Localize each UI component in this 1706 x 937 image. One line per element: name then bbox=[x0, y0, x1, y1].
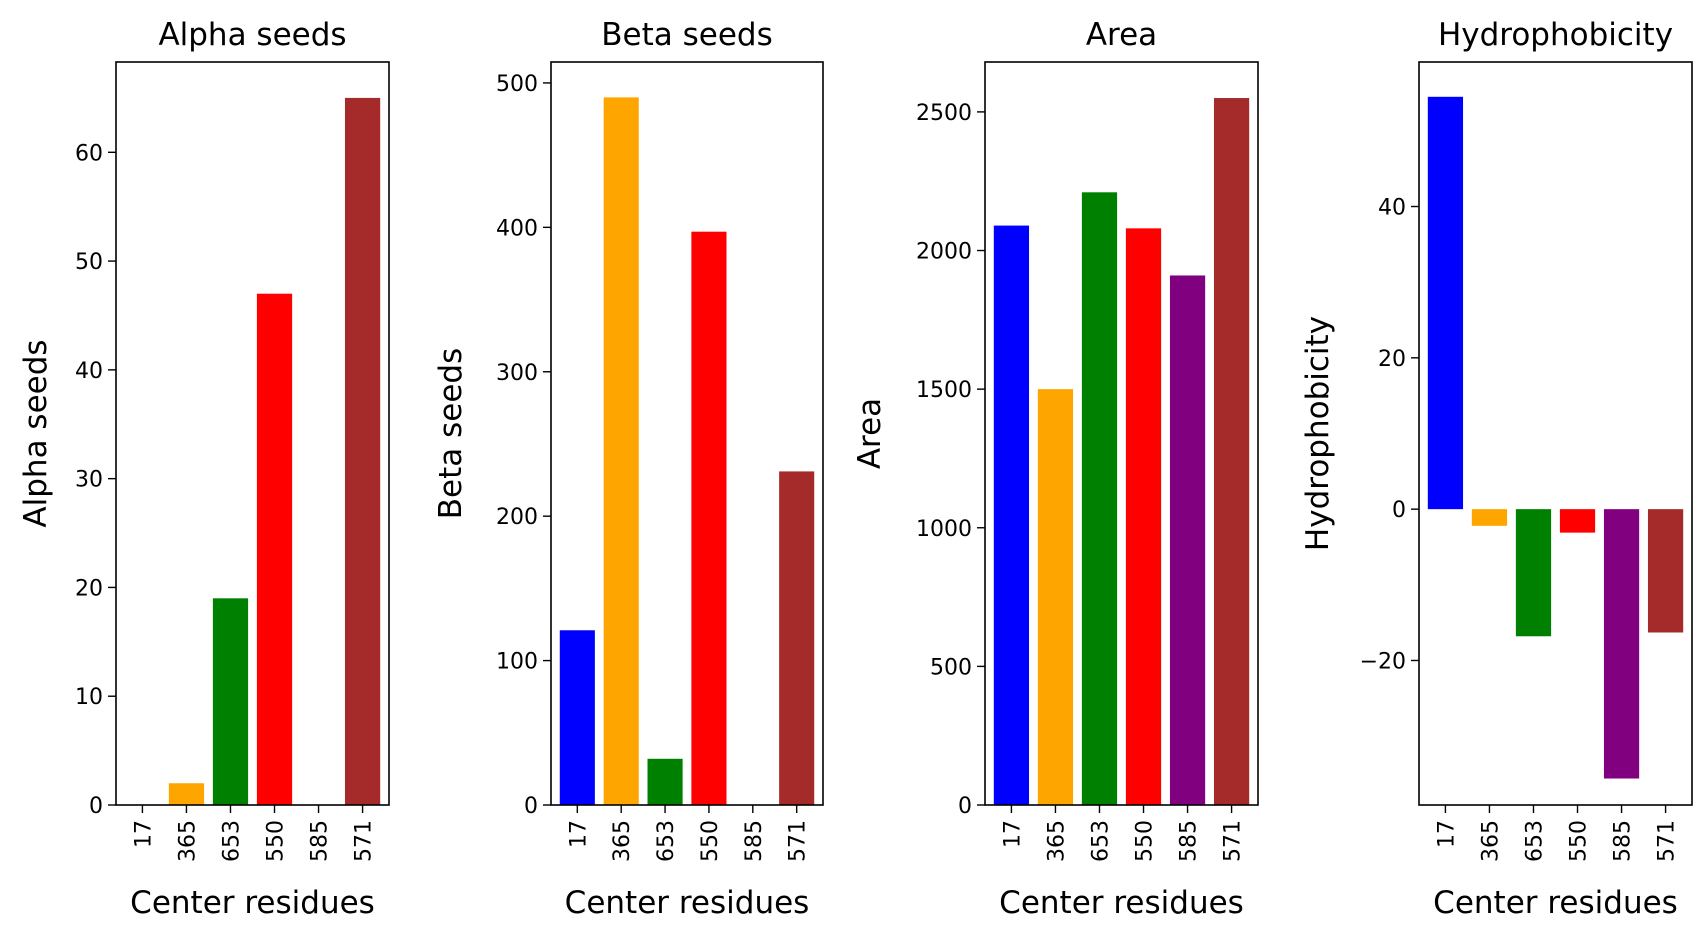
y-tick-label: 20 bbox=[1378, 347, 1406, 372]
x-axis-label: Center residues bbox=[130, 885, 375, 921]
x-tick-label: 585 bbox=[308, 820, 333, 862]
subplot-title: Beta seeds bbox=[601, 17, 772, 53]
y-tick-label: 500 bbox=[496, 72, 538, 97]
x-tick-label: 550 bbox=[264, 820, 289, 862]
x-tick-label: 653 bbox=[1088, 820, 1113, 862]
x-tick-label: 550 bbox=[1567, 820, 1592, 862]
y-axis-label: Hydrophobicity bbox=[1300, 316, 1336, 551]
bar-653 bbox=[212, 598, 249, 805]
bar-17 bbox=[993, 225, 1030, 805]
y-tick-label: 100 bbox=[496, 650, 538, 675]
bar-585 bbox=[1169, 275, 1206, 806]
bar-550 bbox=[1125, 228, 1162, 806]
subplot-3: 0 500 1000 1500 2000 2500 17 365 653 550 585 571 Are… bbox=[852, 17, 1259, 921]
y-tick-label: 40 bbox=[75, 359, 103, 384]
x-tick-label: 571 bbox=[1655, 820, 1680, 862]
bar-365 bbox=[168, 783, 205, 805]
bar-653 bbox=[647, 758, 683, 805]
plot-frame bbox=[115, 61, 390, 806]
x-tick-label: 571 bbox=[786, 820, 811, 862]
plot-frame bbox=[1418, 61, 1693, 806]
bar-571 bbox=[344, 97, 381, 805]
x-tick-label: 653 bbox=[654, 820, 679, 862]
y-axis-label: Area bbox=[852, 398, 888, 469]
y-tick-label: 40 bbox=[1378, 196, 1406, 221]
subplot-4: −20 0 20 40 17 365 653 550 585 571 Hydrophobicity C… bbox=[1300, 17, 1693, 921]
bar-571 bbox=[779, 471, 815, 805]
y-tick-label: 2000 bbox=[916, 240, 972, 265]
x-axis-label: Center residues bbox=[565, 885, 810, 921]
y-axis-label: Alpha seeds bbox=[18, 339, 54, 527]
x-tick-label: 585 bbox=[1177, 820, 1202, 862]
x-tick-label: 365 bbox=[1044, 820, 1069, 862]
bar-550 bbox=[1559, 509, 1596, 533]
subplot-title: Hydrophobicity bbox=[1438, 17, 1673, 53]
x-tick-label: 550 bbox=[698, 820, 723, 862]
subplot-title: Area bbox=[1086, 17, 1157, 53]
y-tick-label: 500 bbox=[930, 655, 972, 680]
y-tick-label: 2500 bbox=[916, 101, 972, 126]
y-tick-label: 20 bbox=[75, 576, 103, 601]
y-tick-label: 1000 bbox=[916, 517, 972, 542]
bar-17 bbox=[1427, 96, 1464, 510]
y-tick-label: 400 bbox=[496, 216, 538, 241]
x-tick-label: 365 bbox=[610, 820, 635, 862]
bar-550 bbox=[256, 293, 293, 805]
bar-365 bbox=[603, 97, 639, 805]
y-axis-label: Beta seeds bbox=[433, 348, 469, 519]
x-tick-label: 365 bbox=[1478, 820, 1503, 862]
x-tick-label: 17 bbox=[1434, 820, 1459, 848]
y-tick-label: 0 bbox=[524, 794, 538, 819]
y-tick-label: 1500 bbox=[916, 378, 972, 403]
x-tick-label: 571 bbox=[1221, 820, 1246, 862]
y-tick-label: 50 bbox=[75, 250, 103, 275]
bar-585 bbox=[1603, 509, 1640, 779]
y-tick-label: −20 bbox=[1360, 649, 1406, 674]
bar-17 bbox=[559, 630, 595, 805]
y-tick-label: 0 bbox=[1392, 498, 1406, 523]
plot-frame bbox=[550, 61, 824, 806]
x-tick-label: 653 bbox=[219, 820, 244, 862]
subplot-title: Alpha seeds bbox=[158, 17, 346, 53]
x-tick-label: 571 bbox=[352, 820, 377, 862]
bar-653 bbox=[1515, 509, 1552, 637]
bar-653 bbox=[1081, 192, 1118, 806]
x-tick-label: 365 bbox=[175, 820, 200, 862]
y-tick-label: 0 bbox=[958, 794, 972, 819]
bar-365 bbox=[1471, 509, 1508, 526]
x-tick-label: 653 bbox=[1522, 820, 1547, 862]
x-axis-label: Center residues bbox=[1433, 885, 1678, 921]
bar-550 bbox=[691, 231, 727, 805]
bar-571 bbox=[1213, 98, 1250, 806]
x-axis-label: Center residues bbox=[999, 885, 1244, 921]
x-tick-label: 550 bbox=[1133, 820, 1158, 862]
bar-571 bbox=[1647, 509, 1684, 633]
y-tick-label: 30 bbox=[75, 468, 103, 493]
x-tick-label: 17 bbox=[131, 820, 156, 848]
subplot-2: 0 100 200 300 400 500 17 365 653 550 585 571 Beta se… bbox=[433, 17, 824, 921]
y-tick-label: 0 bbox=[89, 794, 103, 819]
subplot-1: 0 10 20 30 40 50 60 17 365 653 550 585 571 Alpha seed… bbox=[18, 17, 390, 921]
x-tick-label: 17 bbox=[1000, 820, 1025, 848]
bar-365 bbox=[1037, 389, 1074, 805]
y-tick-label: 10 bbox=[75, 685, 103, 710]
x-tick-label: 585 bbox=[1611, 820, 1636, 862]
x-tick-label: 17 bbox=[566, 820, 591, 848]
x-tick-label: 585 bbox=[742, 820, 767, 862]
plot-frame bbox=[984, 61, 1259, 806]
y-tick-label: 200 bbox=[496, 505, 538, 530]
y-tick-label: 300 bbox=[496, 361, 538, 386]
y-tick-label: 60 bbox=[75, 141, 103, 166]
